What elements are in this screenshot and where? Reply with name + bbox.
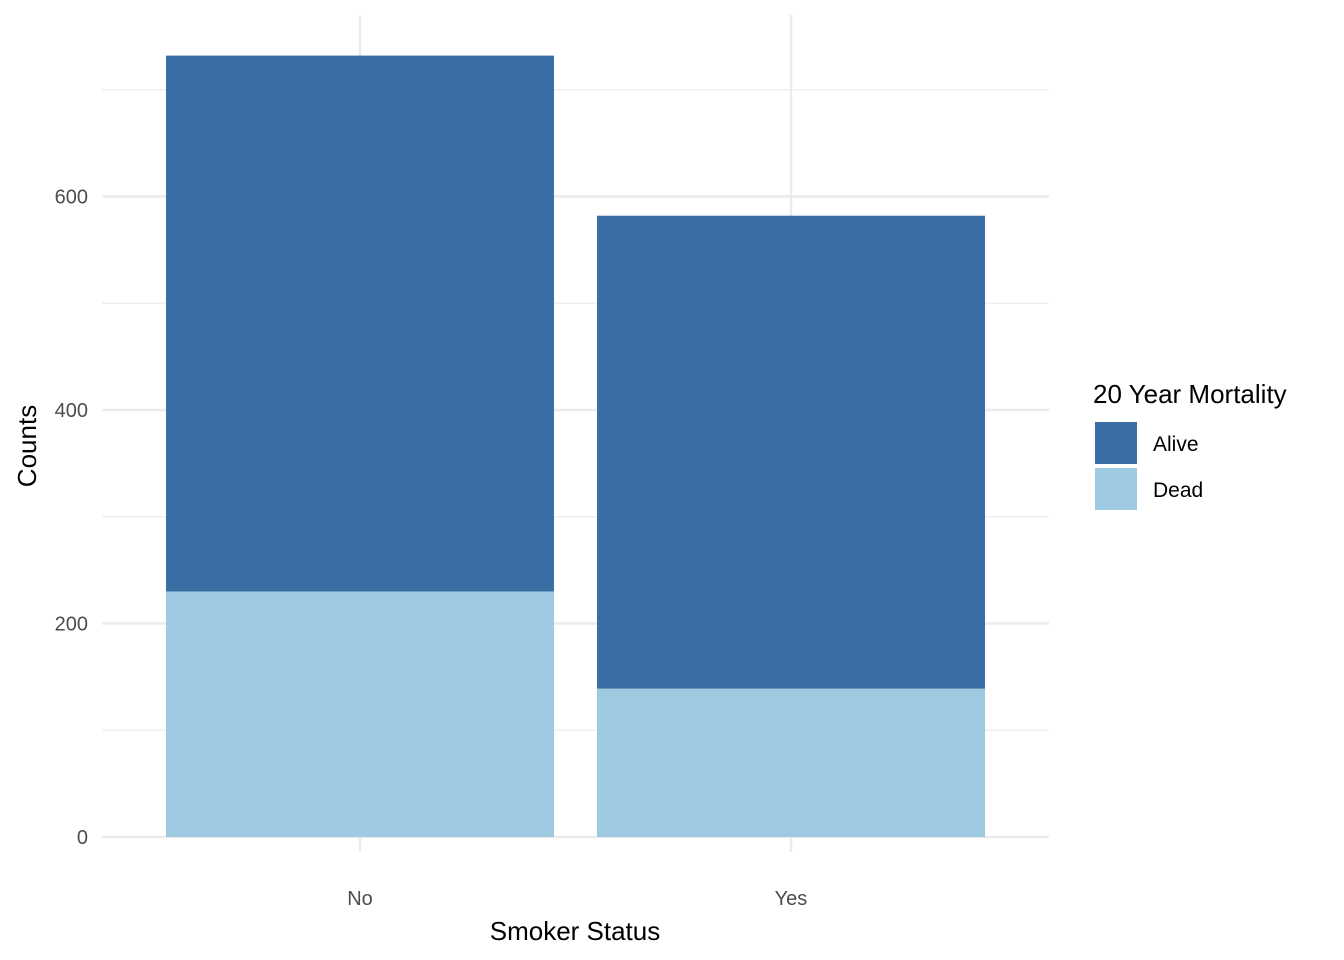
bar-alive-no: [166, 55, 554, 592]
legend-swatch-dead: [1095, 468, 1137, 510]
legend-label-dead: Dead: [1153, 479, 1203, 502]
y-tick-label: 600: [55, 187, 88, 209]
legend-label-alive: Alive: [1153, 433, 1199, 456]
bar-dead-no: [166, 591, 554, 837]
x-axis-title: Smoker Status: [490, 916, 661, 946]
y-tick-label: 200: [55, 614, 88, 636]
legend-title: 20 Year Mortality: [1093, 379, 1287, 409]
x-tick-label: Yes: [775, 888, 808, 910]
legend-swatch-alive: [1095, 422, 1137, 464]
bar-alive-yes: [597, 215, 985, 689]
x-tick-label: No: [347, 888, 373, 910]
y-axis-title: Counts: [12, 405, 42, 487]
bars: [166, 55, 985, 837]
y-tick-label: 0: [77, 827, 88, 849]
legend-items: Alive Dead: [1095, 422, 1203, 510]
tick-labels: 0 200 400 600 No Yes: [55, 187, 808, 911]
bar-dead-yes: [597, 688, 985, 837]
y-tick-label: 400: [55, 400, 88, 422]
legend: 20 Year Mortality Alive Dead: [1093, 379, 1287, 510]
